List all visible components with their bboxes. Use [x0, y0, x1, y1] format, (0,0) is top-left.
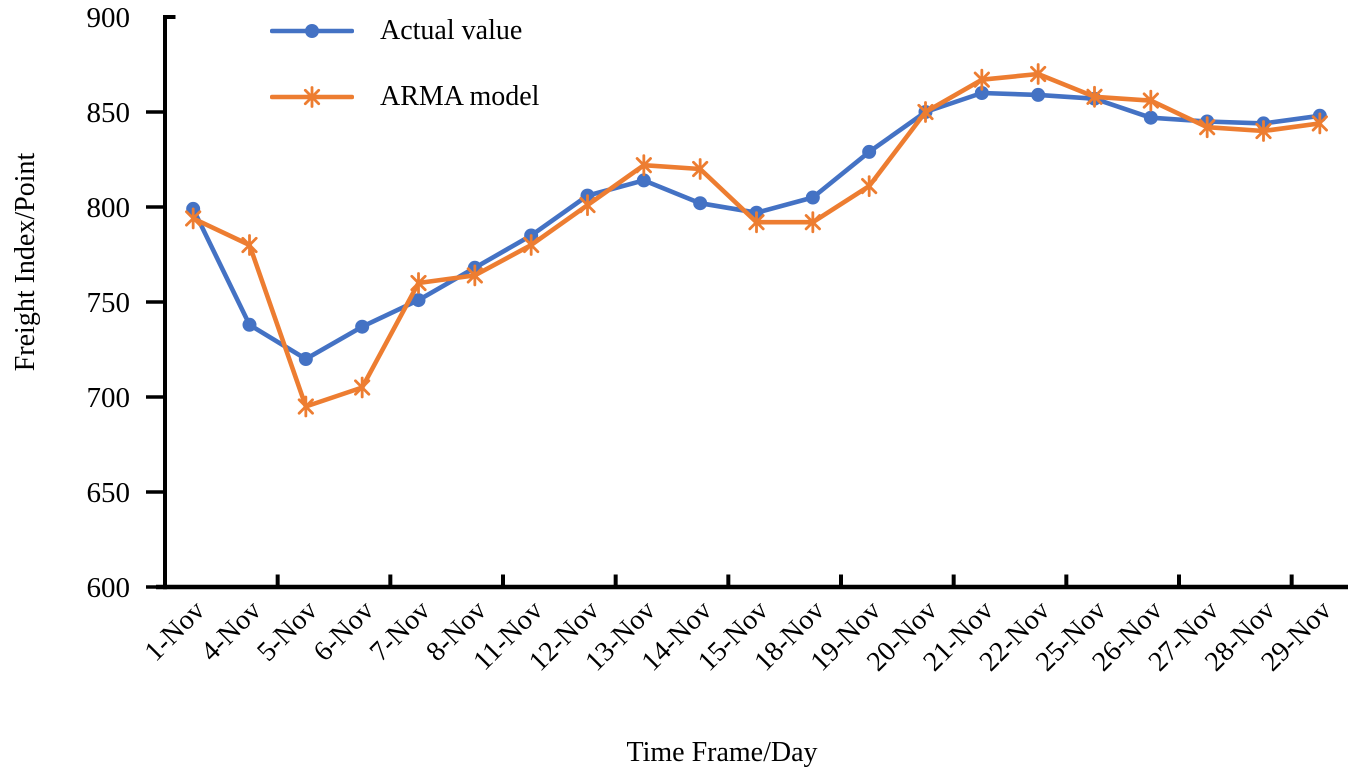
series-arma-model: [185, 63, 1328, 418]
legend-label-arma-model: ARMA model: [380, 81, 540, 112]
y-tick-label: 800: [87, 192, 131, 224]
x-axis-title: Time Frame/Day: [626, 737, 818, 768]
circle-marker-icon: [270, 24, 354, 38]
x-axis-ticks: 1-Nov4-Nov5-Nov6-Nov7-Nov8-Nov11-Nov12-N…: [139, 574, 1338, 677]
x-tick-label: 7-Nov: [364, 595, 437, 668]
x-tick-label: 5-Nov: [251, 595, 324, 668]
legend: Actual value ARMA model: [270, 15, 540, 112]
x-tick-label: 6-Nov: [308, 595, 381, 668]
y-tick-label: 850: [87, 97, 131, 129]
legend-item-arma-model: ARMA model: [270, 81, 540, 112]
y-tick-label: 650: [87, 477, 131, 509]
y-axis-ticks: 600 650 700 750 800 850 900: [87, 2, 165, 604]
legend-item-actual-value: Actual value: [270, 15, 539, 46]
asterisk-marker-icon: [270, 86, 354, 108]
y-tick-label: 600: [87, 572, 131, 604]
y-tick-label: 750: [87, 287, 131, 319]
y-tick-label: 900: [87, 2, 131, 34]
legend-label-actual-value: Actual value: [380, 15, 523, 46]
y-tick-label: 700: [87, 382, 131, 414]
y-axis-title: Freight Index/Point: [10, 152, 41, 372]
x-tick-label: 4-Nov: [195, 595, 268, 668]
x-tick-label: 1-Nov: [139, 595, 212, 668]
